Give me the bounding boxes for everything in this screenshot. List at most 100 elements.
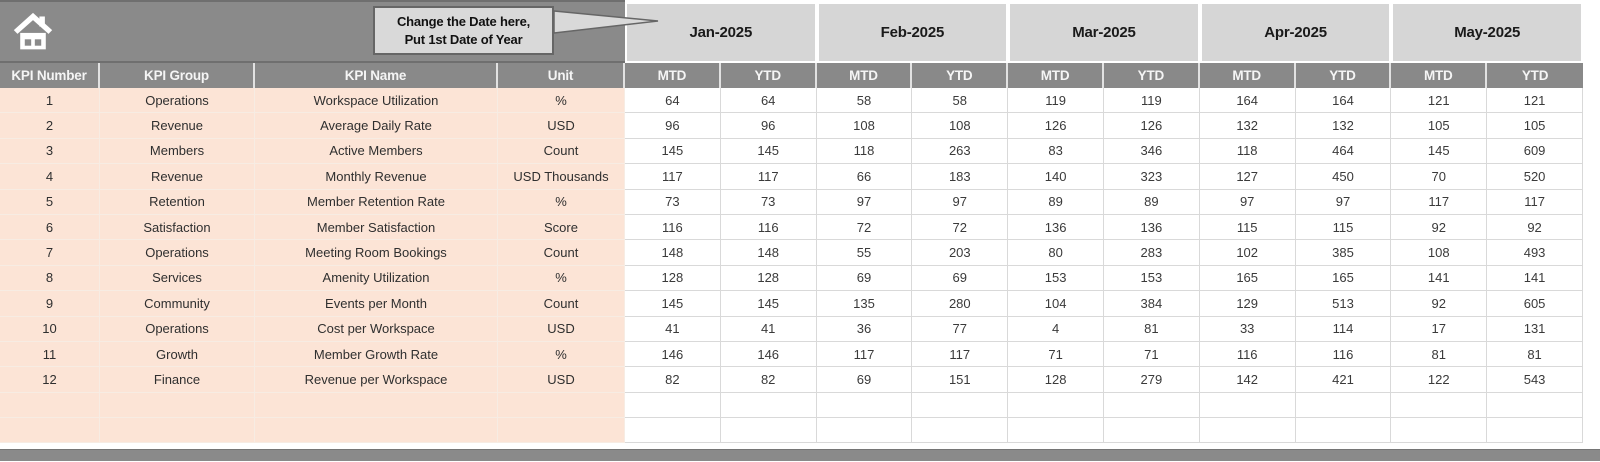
value-cell[interactable] (1199, 392, 1296, 419)
value-cell[interactable]: 609 (1487, 138, 1583, 165)
kpi-name-cell[interactable]: Workspace Utilization (255, 88, 498, 114)
month-header[interactable]: Mar-2025 (1010, 4, 1198, 61)
kpi-group-cell[interactable]: Satisfaction (100, 214, 255, 241)
mtd-ytd-header[interactable]: MTD (625, 63, 721, 88)
unit-cell[interactable]: USD Thousands (498, 164, 625, 190)
value-cell[interactable]: 58 (816, 88, 913, 114)
value-cell[interactable]: 115 (1295, 214, 1392, 241)
value-cell[interactable]: 119 (1103, 88, 1200, 114)
unit-cell[interactable] (498, 418, 625, 444)
kpi-number-cell[interactable]: 2 (0, 113, 100, 139)
value-cell[interactable]: 41 (720, 316, 817, 342)
kpi-number-cell[interactable]: 4 (0, 164, 100, 190)
unit-cell[interactable]: % (498, 341, 625, 368)
value-cell[interactable]: 153 (1103, 265, 1200, 292)
value-cell[interactable] (1103, 392, 1200, 419)
kpi-number-cell[interactable] (0, 392, 100, 419)
kpi-name-cell[interactable]: Revenue per Workspace (255, 367, 498, 393)
value-cell[interactable]: 421 (1295, 367, 1392, 393)
kpi-number-cell[interactable]: 11 (0, 341, 100, 368)
value-cell[interactable]: 323 (1103, 164, 1200, 190)
value-cell[interactable]: 114 (1295, 316, 1392, 342)
value-cell[interactable]: 146 (625, 341, 721, 368)
value-cell[interactable]: 151 (912, 367, 1009, 393)
value-cell[interactable]: 145 (720, 138, 817, 165)
value-cell[interactable]: 105 (1391, 113, 1488, 139)
value-cell[interactable]: 105 (1487, 113, 1583, 139)
value-cell[interactable] (1008, 418, 1104, 444)
mtd-ytd-header[interactable]: YTD (1295, 63, 1392, 88)
kpi-group-cell[interactable]: Retention (100, 189, 255, 215)
value-cell[interactable]: 36 (816, 316, 913, 342)
value-cell[interactable]: 117 (816, 341, 913, 368)
value-cell[interactable]: 92 (1391, 214, 1488, 241)
date-callout[interactable]: Change the Date here, Put 1st Date of Ye… (373, 6, 554, 55)
month-header[interactable]: Feb-2025 (818, 4, 1007, 61)
unit-cell[interactable]: % (498, 88, 625, 114)
kpi-number-cell[interactable]: 12 (0, 367, 100, 393)
value-cell[interactable]: 117 (1487, 189, 1583, 215)
value-cell[interactable]: 183 (912, 164, 1009, 190)
value-cell[interactable] (1487, 418, 1583, 444)
value-cell[interactable] (1295, 392, 1392, 419)
value-cell[interactable] (816, 392, 913, 419)
kpi-name-cell[interactable]: Monthly Revenue (255, 164, 498, 190)
value-cell[interactable]: 164 (1295, 88, 1392, 114)
value-cell[interactable]: 64 (720, 88, 817, 114)
month-header[interactable]: Apr-2025 (1201, 4, 1390, 61)
kpi-number-cell[interactable]: 7 (0, 240, 100, 266)
value-cell[interactable]: 140 (1008, 164, 1104, 190)
value-cell[interactable]: 122 (1391, 367, 1488, 393)
mtd-ytd-header[interactable]: MTD (1391, 63, 1488, 88)
value-cell[interactable]: 128 (720, 265, 817, 292)
value-cell[interactable]: 145 (1391, 138, 1488, 165)
value-cell[interactable]: 117 (1391, 189, 1488, 215)
value-cell[interactable]: 96 (625, 113, 721, 139)
value-cell[interactable]: 97 (912, 189, 1009, 215)
kpi-number-cell[interactable]: 8 (0, 265, 100, 292)
value-cell[interactable]: 136 (1008, 214, 1104, 241)
value-cell[interactable]: 543 (1487, 367, 1583, 393)
kpi-number-cell[interactable]: 10 (0, 316, 100, 342)
value-cell[interactable]: 116 (1199, 341, 1296, 368)
unit-cell[interactable] (498, 392, 625, 419)
value-cell[interactable]: 104 (1008, 291, 1104, 317)
value-cell[interactable]: 72 (816, 214, 913, 241)
value-cell[interactable] (625, 418, 721, 444)
value-cell[interactable]: 128 (625, 265, 721, 292)
value-cell[interactable]: 493 (1487, 240, 1583, 266)
value-cell[interactable]: 126 (1103, 113, 1200, 139)
value-cell[interactable]: 135 (816, 291, 913, 317)
kpi-number-cell[interactable]: 1 (0, 88, 100, 114)
mtd-ytd-header[interactable]: YTD (912, 63, 1009, 88)
value-cell[interactable]: 17 (1391, 316, 1488, 342)
value-cell[interactable]: 97 (1295, 189, 1392, 215)
value-cell[interactable]: 82 (625, 367, 721, 393)
value-cell[interactable]: 118 (816, 138, 913, 165)
kpi-group-cell[interactable]: Finance (100, 367, 255, 393)
value-cell[interactable]: 142 (1199, 367, 1296, 393)
value-cell[interactable]: 117 (625, 164, 721, 190)
value-cell[interactable]: 81 (1487, 341, 1583, 368)
unit-cell[interactable]: USD (498, 113, 625, 139)
value-cell[interactable]: 115 (1199, 214, 1296, 241)
column-header[interactable]: Unit (498, 63, 625, 88)
value-cell[interactable]: 513 (1295, 291, 1392, 317)
mtd-ytd-header[interactable]: MTD (816, 63, 913, 88)
value-cell[interactable]: 89 (1008, 189, 1104, 215)
value-cell[interactable]: 77 (912, 316, 1009, 342)
value-cell[interactable]: 141 (1391, 265, 1488, 292)
value-cell[interactable]: 145 (720, 291, 817, 317)
value-cell[interactable]: 4 (1008, 316, 1104, 342)
value-cell[interactable]: 118 (1199, 138, 1296, 165)
value-cell[interactable]: 153 (1008, 265, 1104, 292)
value-cell[interactable]: 92 (1391, 291, 1488, 317)
mtd-ytd-header[interactable]: YTD (1103, 63, 1200, 88)
value-cell[interactable]: 96 (720, 113, 817, 139)
value-cell[interactable]: 164 (1199, 88, 1296, 114)
value-cell[interactable]: 80 (1008, 240, 1104, 266)
unit-cell[interactable]: USD (498, 316, 625, 342)
kpi-group-cell[interactable]: Operations (100, 240, 255, 266)
value-cell[interactable]: 108 (816, 113, 913, 139)
value-cell[interactable]: 145 (625, 138, 721, 165)
